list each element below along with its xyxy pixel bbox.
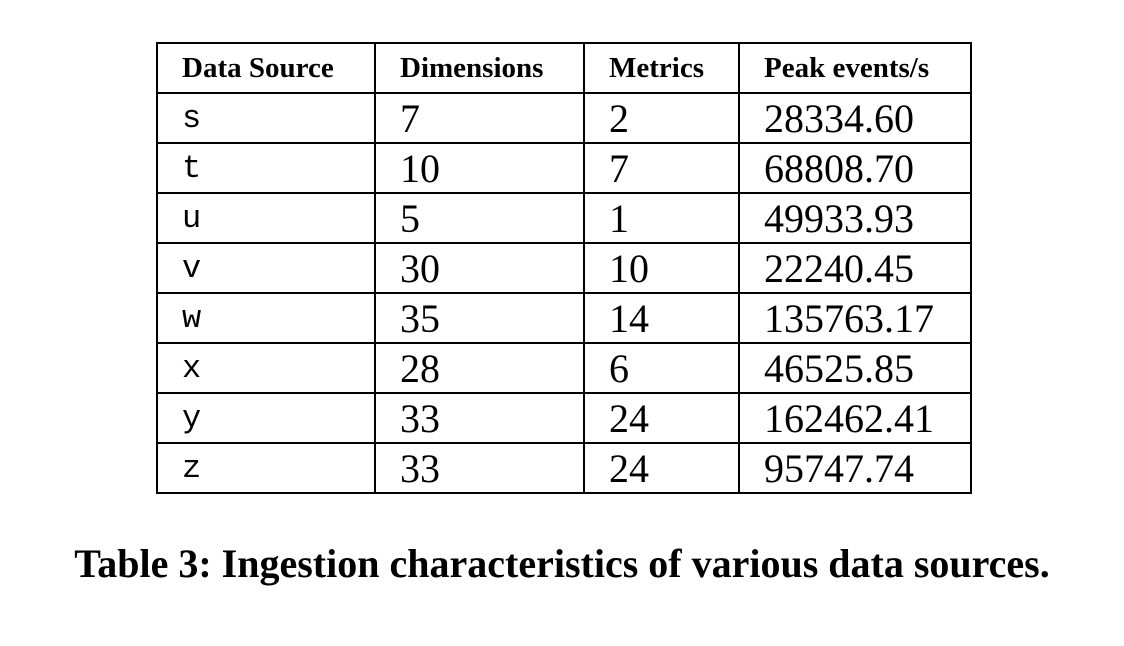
- table-row: t 10 7 68808.70: [156, 142, 972, 194]
- cell-peak: 68808.70: [738, 142, 972, 194]
- cell-metrics: 24: [583, 442, 740, 494]
- table-row: z 33 24 95747.74: [156, 442, 972, 494]
- cell-metrics: 14: [583, 292, 740, 344]
- table-row: u 5 1 49933.93: [156, 192, 972, 244]
- cell-source: y: [156, 392, 376, 444]
- table-row: v 30 10 22240.45: [156, 242, 972, 294]
- cell-source: u: [156, 192, 376, 244]
- cell-metrics: 10: [583, 242, 740, 294]
- cell-metrics: 6: [583, 342, 740, 394]
- cell-dimensions: 10: [374, 142, 585, 194]
- cell-dimensions: 7: [374, 92, 585, 144]
- cell-metrics: 24: [583, 392, 740, 444]
- cell-source: v: [156, 242, 376, 294]
- cell-source: z: [156, 442, 376, 494]
- cell-dimensions: 33: [374, 442, 585, 494]
- cell-dimensions: 35: [374, 292, 585, 344]
- cell-source: t: [156, 142, 376, 194]
- cell-peak: 135763.17: [738, 292, 972, 344]
- cell-peak: 49933.93: [738, 192, 972, 244]
- cell-source: w: [156, 292, 376, 344]
- cell-peak: 95747.74: [738, 442, 972, 494]
- table-row: x 28 6 46525.85: [156, 342, 972, 394]
- table-caption: Table 3: Ingestion characteristics of va…: [74, 541, 1050, 586]
- header-peak-events: Peak events/s: [738, 42, 972, 94]
- cell-peak: 28334.60: [738, 92, 972, 144]
- cell-dimensions: 28: [374, 342, 585, 394]
- cell-peak: 22240.45: [738, 242, 972, 294]
- cell-dimensions: 33: [374, 392, 585, 444]
- table-row: w 35 14 135763.17: [156, 292, 972, 344]
- table-header-row: Data Source Dimensions Metrics Peak even…: [156, 42, 972, 94]
- header-dimensions: Dimensions: [374, 42, 585, 94]
- cell-source: s: [156, 92, 376, 144]
- header-metrics: Metrics: [583, 42, 740, 94]
- cell-dimensions: 5: [374, 192, 585, 244]
- cell-peak: 46525.85: [738, 342, 972, 394]
- table-row: s 7 2 28334.60: [156, 92, 972, 144]
- cell-dimensions: 30: [374, 242, 585, 294]
- cell-peak: 162462.41: [738, 392, 972, 444]
- header-data-source: Data Source: [156, 42, 376, 94]
- cell-source: x: [156, 342, 376, 394]
- table-row: y 33 24 162462.41: [156, 392, 972, 444]
- cell-metrics: 2: [583, 92, 740, 144]
- cell-metrics: 7: [583, 142, 740, 194]
- cell-metrics: 1: [583, 192, 740, 244]
- ingestion-table: Data Source Dimensions Metrics Peak even…: [156, 42, 972, 494]
